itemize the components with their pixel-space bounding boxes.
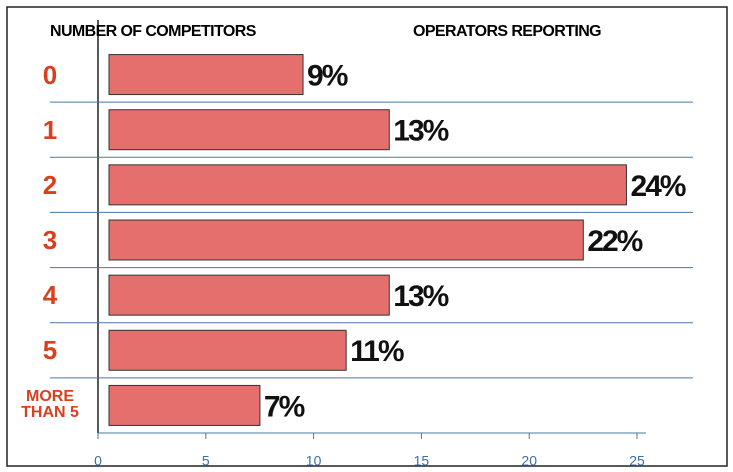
category-axis-label: NUMBER OF COMPETITORS xyxy=(50,23,257,40)
x-tick-label: 0 xyxy=(94,453,102,469)
category-label: 2 xyxy=(42,169,58,200)
x-tick-label: 10 xyxy=(306,453,322,469)
x-tick-label: 20 xyxy=(521,453,537,469)
data-label: 9% xyxy=(307,59,348,92)
category-label: 0 xyxy=(42,59,58,90)
data-label: 13% xyxy=(393,280,448,313)
category-label: 5 xyxy=(42,335,58,366)
x-tick-label: 5 xyxy=(202,453,210,469)
data-label: 24% xyxy=(630,170,685,203)
category-label: 1 xyxy=(42,114,58,145)
bar xyxy=(108,54,304,96)
category-label: 4 xyxy=(42,280,58,311)
category-label: 3 xyxy=(42,225,58,255)
bar xyxy=(108,329,347,371)
x-tick-label: 25 xyxy=(629,453,645,469)
bar xyxy=(108,109,390,151)
bar xyxy=(108,384,261,426)
bar xyxy=(108,274,390,316)
data-label: 13% xyxy=(393,115,448,148)
category-label: MORE THAN 5 xyxy=(21,388,79,422)
data-label: 22% xyxy=(587,225,642,258)
data-label: 7% xyxy=(264,390,305,423)
data-label: 11% xyxy=(350,335,404,368)
frame xyxy=(6,6,728,467)
bar xyxy=(108,219,584,261)
x-tick-label: 15 xyxy=(414,453,430,469)
bar xyxy=(108,164,627,206)
value-axis-label: OPERATORS REPORTING xyxy=(413,23,601,40)
